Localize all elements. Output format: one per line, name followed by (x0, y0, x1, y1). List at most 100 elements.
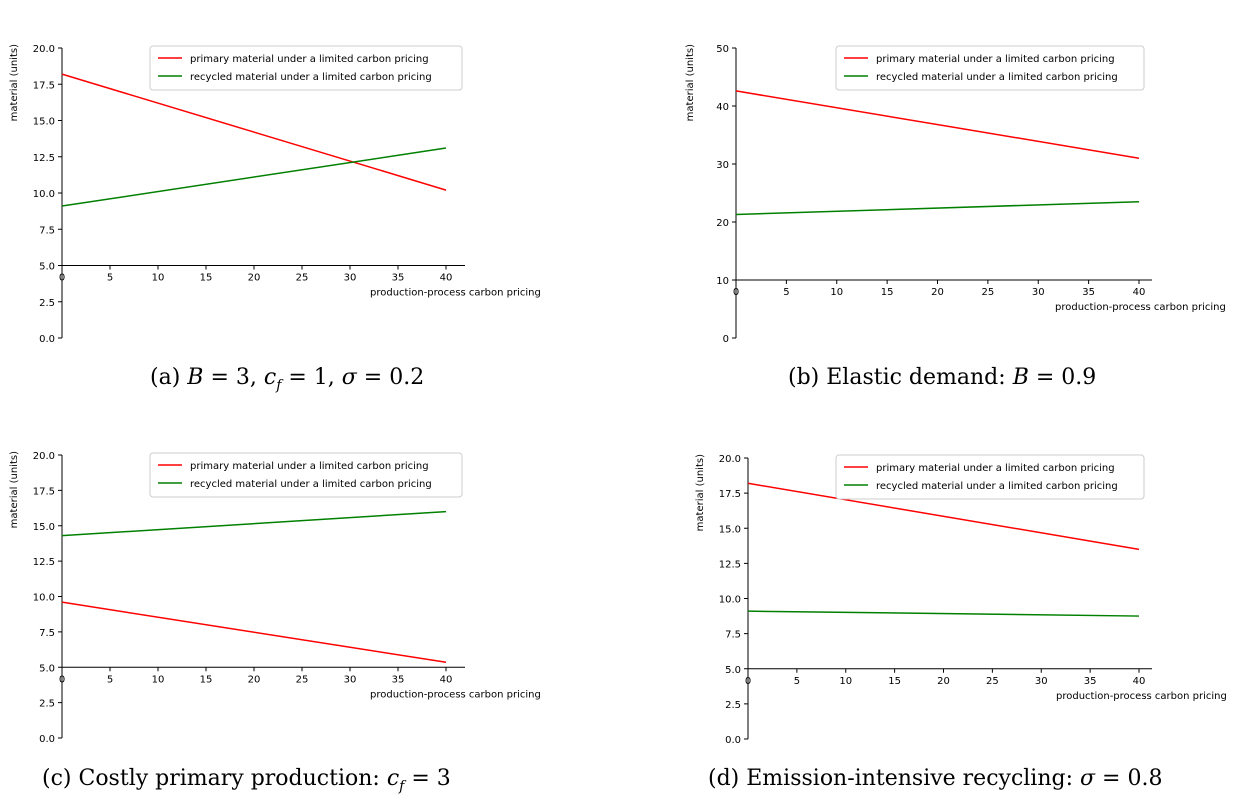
chart-b-series-primary-line (735, 90, 1140, 159)
chart-a-ytick-label: 15.0 (33, 117, 55, 128)
chart-c-ytick-label: 0.0 (39, 734, 55, 745)
chart-b-xtick-label: 15 (881, 287, 894, 298)
chart-c-legend-label: recycled material under a limited carbon… (190, 479, 432, 490)
chart-c-xtick-label: 25 (296, 674, 309, 685)
chart-d-ytick-label: 5.0 (725, 665, 741, 676)
chart-d-xtick-label: 15 (888, 676, 901, 687)
chart-c-ytick-label: 12.5 (33, 557, 55, 568)
chart-a-xlabel: production-process carbon pricing (370, 288, 541, 299)
chart-d-ytick-label: 12.5 (719, 559, 741, 570)
chart-b-series-recycled-line (735, 200, 1140, 216)
chart-b-legend-label: primary material under a limited carbon … (876, 54, 1115, 65)
chart-d-svg: 0.0 2.5 5.0 7.5 10.0 12.5 15.0 17.5 20.0 0 5 10 15 20… (695, 454, 1227, 746)
chart-b-svg: 0 10 20 30 40 50 0 5 10 15 20 25 30 35 40 production-pr… (685, 44, 1226, 345)
chart-b-ytick-label: 30 (716, 160, 729, 171)
chart-d-legend-label: primary material under a limited carbon … (876, 463, 1115, 474)
chart-c-ytick-label: 15.0 (33, 522, 55, 533)
caption-d-prefix: (d) Emission-intensive recycling: (708, 766, 1081, 791)
caption-b-math: B = 0.9 (1012, 365, 1097, 390)
chart-d-series-recycled-line (747, 610, 1140, 617)
chart-b-ytick-label: 50 (716, 44, 729, 55)
chart-a-ytick-label: 7.5 (39, 225, 55, 236)
chart-d-xtick-label: 30 (1035, 676, 1048, 687)
chart-d-ytick-label: 0.0 (725, 735, 741, 746)
chart-d-ytick-label: 17.5 (719, 489, 741, 500)
chart-d-ytick-label: 7.5 (725, 630, 741, 641)
chart-c-ytick-label: 2.5 (39, 699, 55, 710)
chart-d-xtick-label: 35 (1084, 676, 1097, 687)
chart-b-xtick-label: 10 (830, 287, 843, 298)
chart-a-xtick-label: 30 (344, 273, 357, 284)
chart-c-xtick-label: 15 (200, 674, 213, 685)
caption-c-prefix: (c) Costly primary production: (42, 766, 387, 791)
caption-c-math: cf = 3 (386, 766, 451, 795)
chart-a-legend-label: primary material under a limited carbon … (190, 54, 429, 65)
chart-b-legend-label: recycled material under a limited carbon… (876, 72, 1118, 83)
chart-b-ytick-label: 40 (716, 102, 729, 113)
chart-c-xtick-label: 10 (152, 674, 165, 685)
chart-a-legend-frame (149, 45, 463, 91)
chart-a-ytick-label: 10.0 (33, 189, 55, 200)
chart-a-xtick-label: 10 (152, 273, 165, 284)
caption-a-math: B = 3, cf = 1, σ = 0.2 (187, 365, 425, 394)
chart-panel-a: 0.0 2.5 5.0 7.5 10.0 12.5 15.0 17.5 20.0 0 5 10 15 20… (0, 0, 600, 360)
chart-c-xlabel: production-process carbon pricing (370, 689, 541, 700)
chart-a-series-recycled-line (61, 147, 447, 207)
chart-c-series-recycled-line (61, 510, 447, 537)
chart-b-xtick-label: 20 (931, 287, 944, 298)
chart-c-ytick-label: 7.5 (39, 628, 55, 639)
chart-d-ytick-label: 2.5 (725, 700, 741, 711)
chart-d-legend-frame (835, 454, 1145, 500)
chart-b-xlabel: production-process carbon pricing (1055, 302, 1226, 313)
chart-d-ylabel: material (units) (695, 454, 706, 531)
caption-d-math: σ = 0.8 (1080, 766, 1163, 791)
chart-d-ytick-label: 15.0 (719, 524, 741, 535)
chart-c-legend-frame (149, 452, 463, 498)
chart-a-xtick-label: 0 (59, 273, 65, 284)
caption-a-prefix: (a) (150, 365, 188, 390)
chart-a-xtick-label: 20 (248, 273, 261, 284)
chart-b-legend-frame (835, 45, 1145, 91)
chart-b-xtick-label: 0 (733, 287, 739, 298)
chart-a-xtick-label: 5 (107, 273, 113, 284)
chart-b-ytick-label: 20 (716, 218, 729, 229)
chart-c-xtick-label: 35 (392, 674, 405, 685)
chart-a-legend-label: recycled material under a limited carbon… (190, 72, 432, 83)
chart-b-xtick-label: 30 (1032, 287, 1045, 298)
chart-c-ytick-label: 17.5 (33, 486, 55, 497)
caption-d: (d) Emission-intensive recycling: σ = 0.… (708, 766, 1162, 791)
chart-b-xtick-label: 40 (1133, 287, 1146, 298)
chart-b-xtick-label: 5 (783, 287, 789, 298)
chart-panel-b: 0 10 20 30 40 50 0 5 10 15 20 25 30 35 40 production-pr… (676, 0, 1247, 360)
chart-b-legend: primary material under a limited carbon … (835, 45, 1145, 91)
chart-c-ytick-label: 5.0 (39, 663, 55, 674)
chart-c-legend-label: primary material under a limited carbon … (190, 461, 429, 472)
chart-c-xtick-label: 0 (59, 674, 65, 685)
chart-c-svg: 0.0 2.5 5.0 7.5 10.0 12.5 15.0 17.5 20.0 0 5 10 15 20… (9, 451, 541, 745)
caption-c: (c) Costly primary production: cf = 3 (42, 766, 451, 794)
chart-c-xtick-label: 40 (440, 674, 453, 685)
chart-d-xtick-label: 0 (745, 676, 751, 687)
chart-a-xtick-label: 35 (392, 273, 405, 284)
chart-c-xtick-label: 20 (248, 674, 261, 685)
chart-d-xtick-label: 20 (937, 676, 950, 687)
chart-c-xtick-label: 30 (344, 674, 357, 685)
caption-a: (a) B = 3, cf = 1, σ = 0.2 (150, 365, 424, 393)
chart-c-xtick-label: 5 (107, 674, 113, 685)
chart-a-series-primary-line (61, 73, 447, 191)
chart-c-series-primary-line (61, 601, 447, 664)
chart-a-ytick-label: 5.0 (39, 262, 55, 273)
chart-c-ylabel: material (units) (9, 451, 20, 528)
chart-a-ylabel: material (units) (9, 44, 20, 121)
chart-b-xtick-label: 25 (982, 287, 995, 298)
chart-d-xlabel: production-process carbon pricing (1056, 691, 1227, 702)
caption-b-prefix: (b) Elastic demand: (788, 365, 1013, 390)
chart-a-svg: 0.0 2.5 5.0 7.5 10.0 12.5 15.0 17.5 20.0 0 5 10 15 20… (9, 44, 541, 345)
chart-b-ytick-label: 10 (716, 276, 729, 287)
chart-d-ytick-label: 10.0 (719, 595, 741, 606)
chart-d-xtick-label: 10 (839, 676, 852, 687)
chart-a-ytick-label: 17.5 (33, 80, 55, 91)
chart-panel-d: 0.0 2.5 5.0 7.5 10.0 12.5 15.0 17.5 20.0 0 5 10 15 20… (676, 403, 1247, 763)
chart-d-xtick-label: 5 (794, 676, 800, 687)
chart-a-ytick-label: 12.5 (33, 153, 55, 164)
